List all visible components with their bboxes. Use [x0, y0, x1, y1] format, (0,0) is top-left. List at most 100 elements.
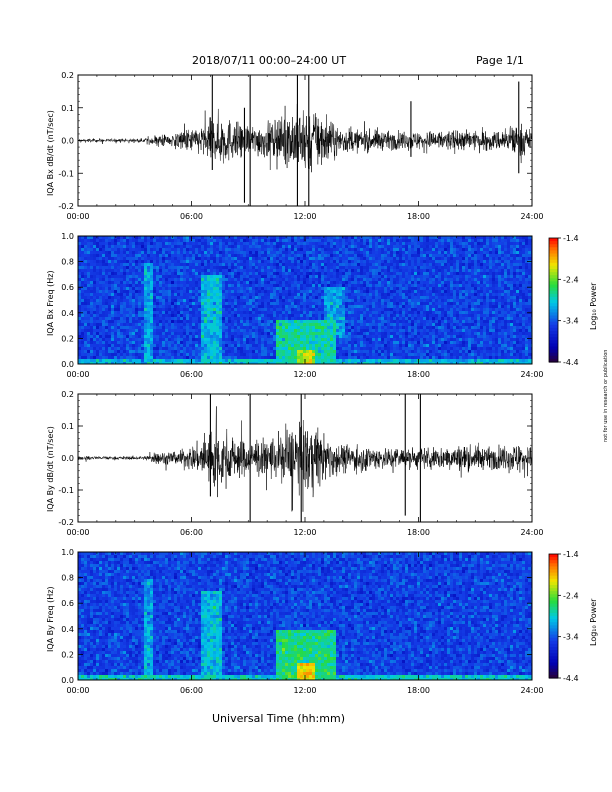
spectrogram-cell	[498, 311, 501, 314]
spectrogram-cell	[432, 302, 435, 305]
spectrogram-cell	[174, 293, 177, 296]
spectrogram-cell	[96, 260, 99, 263]
spectrogram-cell	[456, 266, 459, 269]
spectrogram-cell	[357, 242, 360, 245]
spectrogram-cell	[438, 326, 441, 329]
spectrogram-cell	[174, 317, 177, 320]
spectrogram-cell	[180, 266, 183, 269]
spectrogram-cell	[432, 296, 435, 299]
spectrogram-cell	[84, 284, 87, 287]
spectrogram-cell	[441, 275, 444, 278]
spectrogram-cell	[504, 314, 507, 317]
spectrogram-cell	[90, 272, 93, 275]
spectrogram-cell	[471, 245, 474, 248]
spectrogram-cell	[213, 305, 216, 308]
spectrogram-cell	[408, 236, 411, 239]
spectrogram-cell	[510, 320, 513, 323]
spectrogram-cell	[384, 248, 387, 251]
spectrogram-cell	[411, 299, 414, 302]
spectrogram-cell	[90, 296, 93, 299]
spectrogram-cell	[378, 275, 381, 278]
spectrogram-cell	[507, 308, 510, 311]
spectrogram-cell	[150, 320, 153, 323]
spectrogram-cell	[261, 263, 264, 266]
spectrogram-cell	[201, 323, 204, 326]
spectrogram-cell	[261, 284, 264, 287]
spectrogram-cell	[111, 260, 114, 263]
spectrogram-cell	[99, 326, 102, 329]
spectrogram-cell	[168, 320, 171, 323]
spectrogram-cell	[168, 287, 171, 290]
spectrogram-cell	[285, 314, 288, 317]
spectrogram-cell	[465, 266, 468, 269]
spectrogram-cell	[315, 323, 318, 326]
spectrogram-cell	[501, 254, 504, 257]
spectrogram-cell	[444, 248, 447, 251]
spectrogram-cell	[273, 299, 276, 302]
spectrogram-cell	[165, 251, 168, 254]
spectrogram-cell	[162, 269, 165, 272]
spectrogram-cell	[291, 269, 294, 272]
spectrogram-cell	[300, 317, 303, 320]
spectrogram-cell	[390, 284, 393, 287]
spectrogram-cell	[432, 281, 435, 284]
spectrogram-cell	[360, 257, 363, 260]
spectrogram-cell	[492, 317, 495, 320]
spectrogram-cell	[345, 275, 348, 278]
spectrogram-cell	[213, 308, 216, 311]
spectrogram-cell	[423, 305, 426, 308]
spectrogram-cell	[387, 284, 390, 287]
spectrogram-cell	[339, 239, 342, 242]
spectrogram-cell	[450, 299, 453, 302]
spectrogram-cell	[339, 308, 342, 311]
spectrogram-cell	[450, 308, 453, 311]
spectrogram-cell	[168, 329, 171, 332]
spectrogram-cell	[84, 305, 87, 308]
spectrogram-cell	[297, 248, 300, 251]
spectrogram-cell	[453, 326, 456, 329]
spectrogram-cell	[510, 263, 513, 266]
spectrogram-cell	[465, 272, 468, 275]
spectrogram-cell	[168, 257, 171, 260]
spectrogram-cell	[291, 320, 294, 323]
spectrogram-cell	[402, 239, 405, 242]
spectrogram-cell	[516, 236, 519, 239]
spectrogram-cell	[429, 287, 432, 290]
spectrogram-cell	[198, 266, 201, 269]
spectrogram-cell	[201, 263, 204, 266]
spectrogram-cell	[441, 284, 444, 287]
spectrogram-cell	[363, 278, 366, 281]
spectrogram-cell	[309, 257, 312, 260]
spectrogram-cell	[357, 290, 360, 293]
spectrogram-cell	[486, 308, 489, 311]
spectrogram-cell	[132, 239, 135, 242]
spectrogram-cell	[426, 311, 429, 314]
spectrogram-cell	[222, 278, 225, 281]
spectrogram-cell	[339, 257, 342, 260]
spectrogram-cell	[519, 260, 522, 263]
spectrogram-cell	[420, 269, 423, 272]
spectrogram-cell	[228, 299, 231, 302]
spectrogram-cell	[528, 305, 531, 308]
spectrogram-cell	[414, 245, 417, 248]
spectrogram-cell	[450, 293, 453, 296]
spectrogram-cell	[78, 248, 81, 251]
spectrogram-cell	[171, 323, 174, 326]
spectrogram-cell	[384, 314, 387, 317]
spectrogram-cell	[171, 257, 174, 260]
spectrogram-cell	[351, 326, 354, 329]
spectrogram-cell	[81, 275, 84, 278]
spectrogram-cell	[126, 320, 129, 323]
spectrogram-cell	[423, 254, 426, 257]
spectrogram-cell	[282, 236, 285, 239]
spectrogram-cell	[282, 329, 285, 332]
spectrogram-cell	[504, 305, 507, 308]
spectrogram-cell	[519, 317, 522, 320]
spectrogram-cell	[414, 287, 417, 290]
spectrogram-cell	[294, 317, 297, 320]
spectrogram-cell	[498, 248, 501, 251]
spectrogram-cell	[384, 311, 387, 314]
spectrogram-cell	[243, 290, 246, 293]
spectrogram-cell	[249, 251, 252, 254]
spectrogram-cell	[135, 305, 138, 308]
